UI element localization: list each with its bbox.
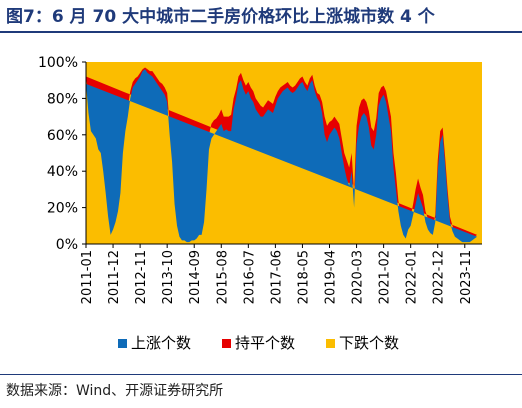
- x-tick-label: 2021-02: [378, 250, 393, 304]
- legend: 上涨个数 持平个数 下跌个数: [118, 334, 399, 352]
- legend-flat: 持平个数: [222, 334, 295, 352]
- y-tick-label: 100%: [38, 55, 78, 71]
- y-tick-label: 20%: [47, 201, 78, 217]
- source-note: 数据来源：Wind、开源证券研究所: [6, 383, 224, 399]
- x-tick-label: 2011-12: [107, 250, 122, 304]
- series-up-area: [86, 69, 478, 243]
- plot-area: [86, 62, 482, 244]
- x-tick-label: 2018-05: [296, 250, 311, 304]
- x-tick-label: 2022-01: [405, 250, 420, 304]
- x-tick-label: 2023-11: [459, 250, 474, 304]
- chart-title: 图7：6 月 70 大中城市二手房价格环比上涨城市数 4 个: [6, 7, 435, 27]
- y-tick-label: 60%: [47, 128, 78, 144]
- x-tick-label: 2015-08: [215, 250, 230, 304]
- x-tick-label: 2016-07: [242, 250, 257, 304]
- legend-down: 下跌个数: [326, 334, 399, 352]
- y-tick-label: 80%: [47, 91, 78, 107]
- legend-up-label: 上涨个数: [131, 334, 191, 352]
- x-tick-label: 2012-11: [134, 250, 149, 304]
- y-tick-label: 40%: [47, 164, 78, 180]
- x-tick-label: 2011-01: [80, 250, 95, 304]
- legend-down-label: 下跌个数: [339, 334, 399, 352]
- x-tick-label: 2013-10: [161, 250, 176, 304]
- legend-up: 上涨个数: [118, 334, 191, 352]
- x-tick-label: 2022-12: [432, 250, 447, 304]
- stacked-area-chart: 0% 20% 40% 60% 80% 100% 2011-01 2011-12 2012-11 2…: [38, 55, 482, 352]
- legend-flat-label: 持平个数: [235, 334, 295, 352]
- x-tick-label: 2017-06: [269, 250, 284, 304]
- legend-down-swatch: [326, 339, 335, 348]
- title-divider: [0, 31, 522, 33]
- legend-up-swatch: [118, 339, 127, 348]
- x-tick-label: 2014-09: [188, 250, 203, 304]
- axes: 0% 20% 40% 60% 80% 100% 2011-01 2011-12 2012-11 2…: [38, 55, 482, 304]
- y-tick-label: 0%: [56, 237, 78, 253]
- x-tick-label: 2020-03: [351, 250, 366, 304]
- legend-flat-swatch: [222, 339, 231, 348]
- source-divider: [0, 374, 522, 375]
- x-tick-label: 2019-04: [324, 250, 339, 304]
